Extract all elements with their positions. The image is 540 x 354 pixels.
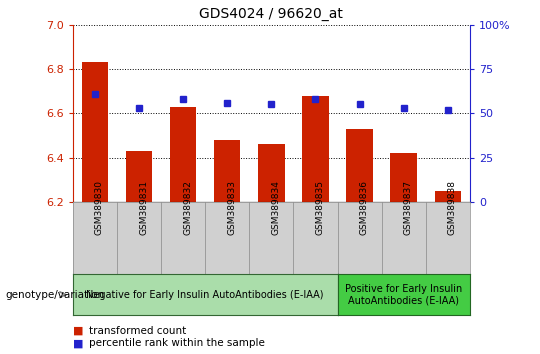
Text: GSM389838: GSM389838 xyxy=(448,180,457,235)
Text: GSM389834: GSM389834 xyxy=(272,180,280,235)
Text: percentile rank within the sample: percentile rank within the sample xyxy=(89,338,265,348)
Bar xyxy=(82,62,108,202)
Text: genotype/variation: genotype/variation xyxy=(5,290,105,300)
Text: Positive for Early Insulin
AutoAntibodies (E-IAA): Positive for Early Insulin AutoAntibodie… xyxy=(345,284,462,306)
Bar xyxy=(214,140,240,202)
Text: GSM389830: GSM389830 xyxy=(95,180,104,235)
Text: GSM389831: GSM389831 xyxy=(139,180,148,235)
Bar xyxy=(390,153,417,202)
Bar xyxy=(170,107,197,202)
Bar xyxy=(258,144,285,202)
Bar xyxy=(126,151,152,202)
Text: GSM389836: GSM389836 xyxy=(360,180,368,235)
Title: GDS4024 / 96620_at: GDS4024 / 96620_at xyxy=(199,7,343,21)
Text: transformed count: transformed count xyxy=(89,326,186,336)
Text: ■: ■ xyxy=(73,338,83,348)
Bar xyxy=(346,129,373,202)
Text: GSM389835: GSM389835 xyxy=(315,180,325,235)
Text: ■: ■ xyxy=(73,326,83,336)
Text: GSM389833: GSM389833 xyxy=(227,180,237,235)
Text: Negative for Early Insulin AutoAntibodies (E-IAA): Negative for Early Insulin AutoAntibodie… xyxy=(86,290,324,300)
Text: GSM389837: GSM389837 xyxy=(403,180,413,235)
Text: GSM389832: GSM389832 xyxy=(183,180,192,235)
Bar xyxy=(302,96,329,202)
Bar xyxy=(435,191,461,202)
